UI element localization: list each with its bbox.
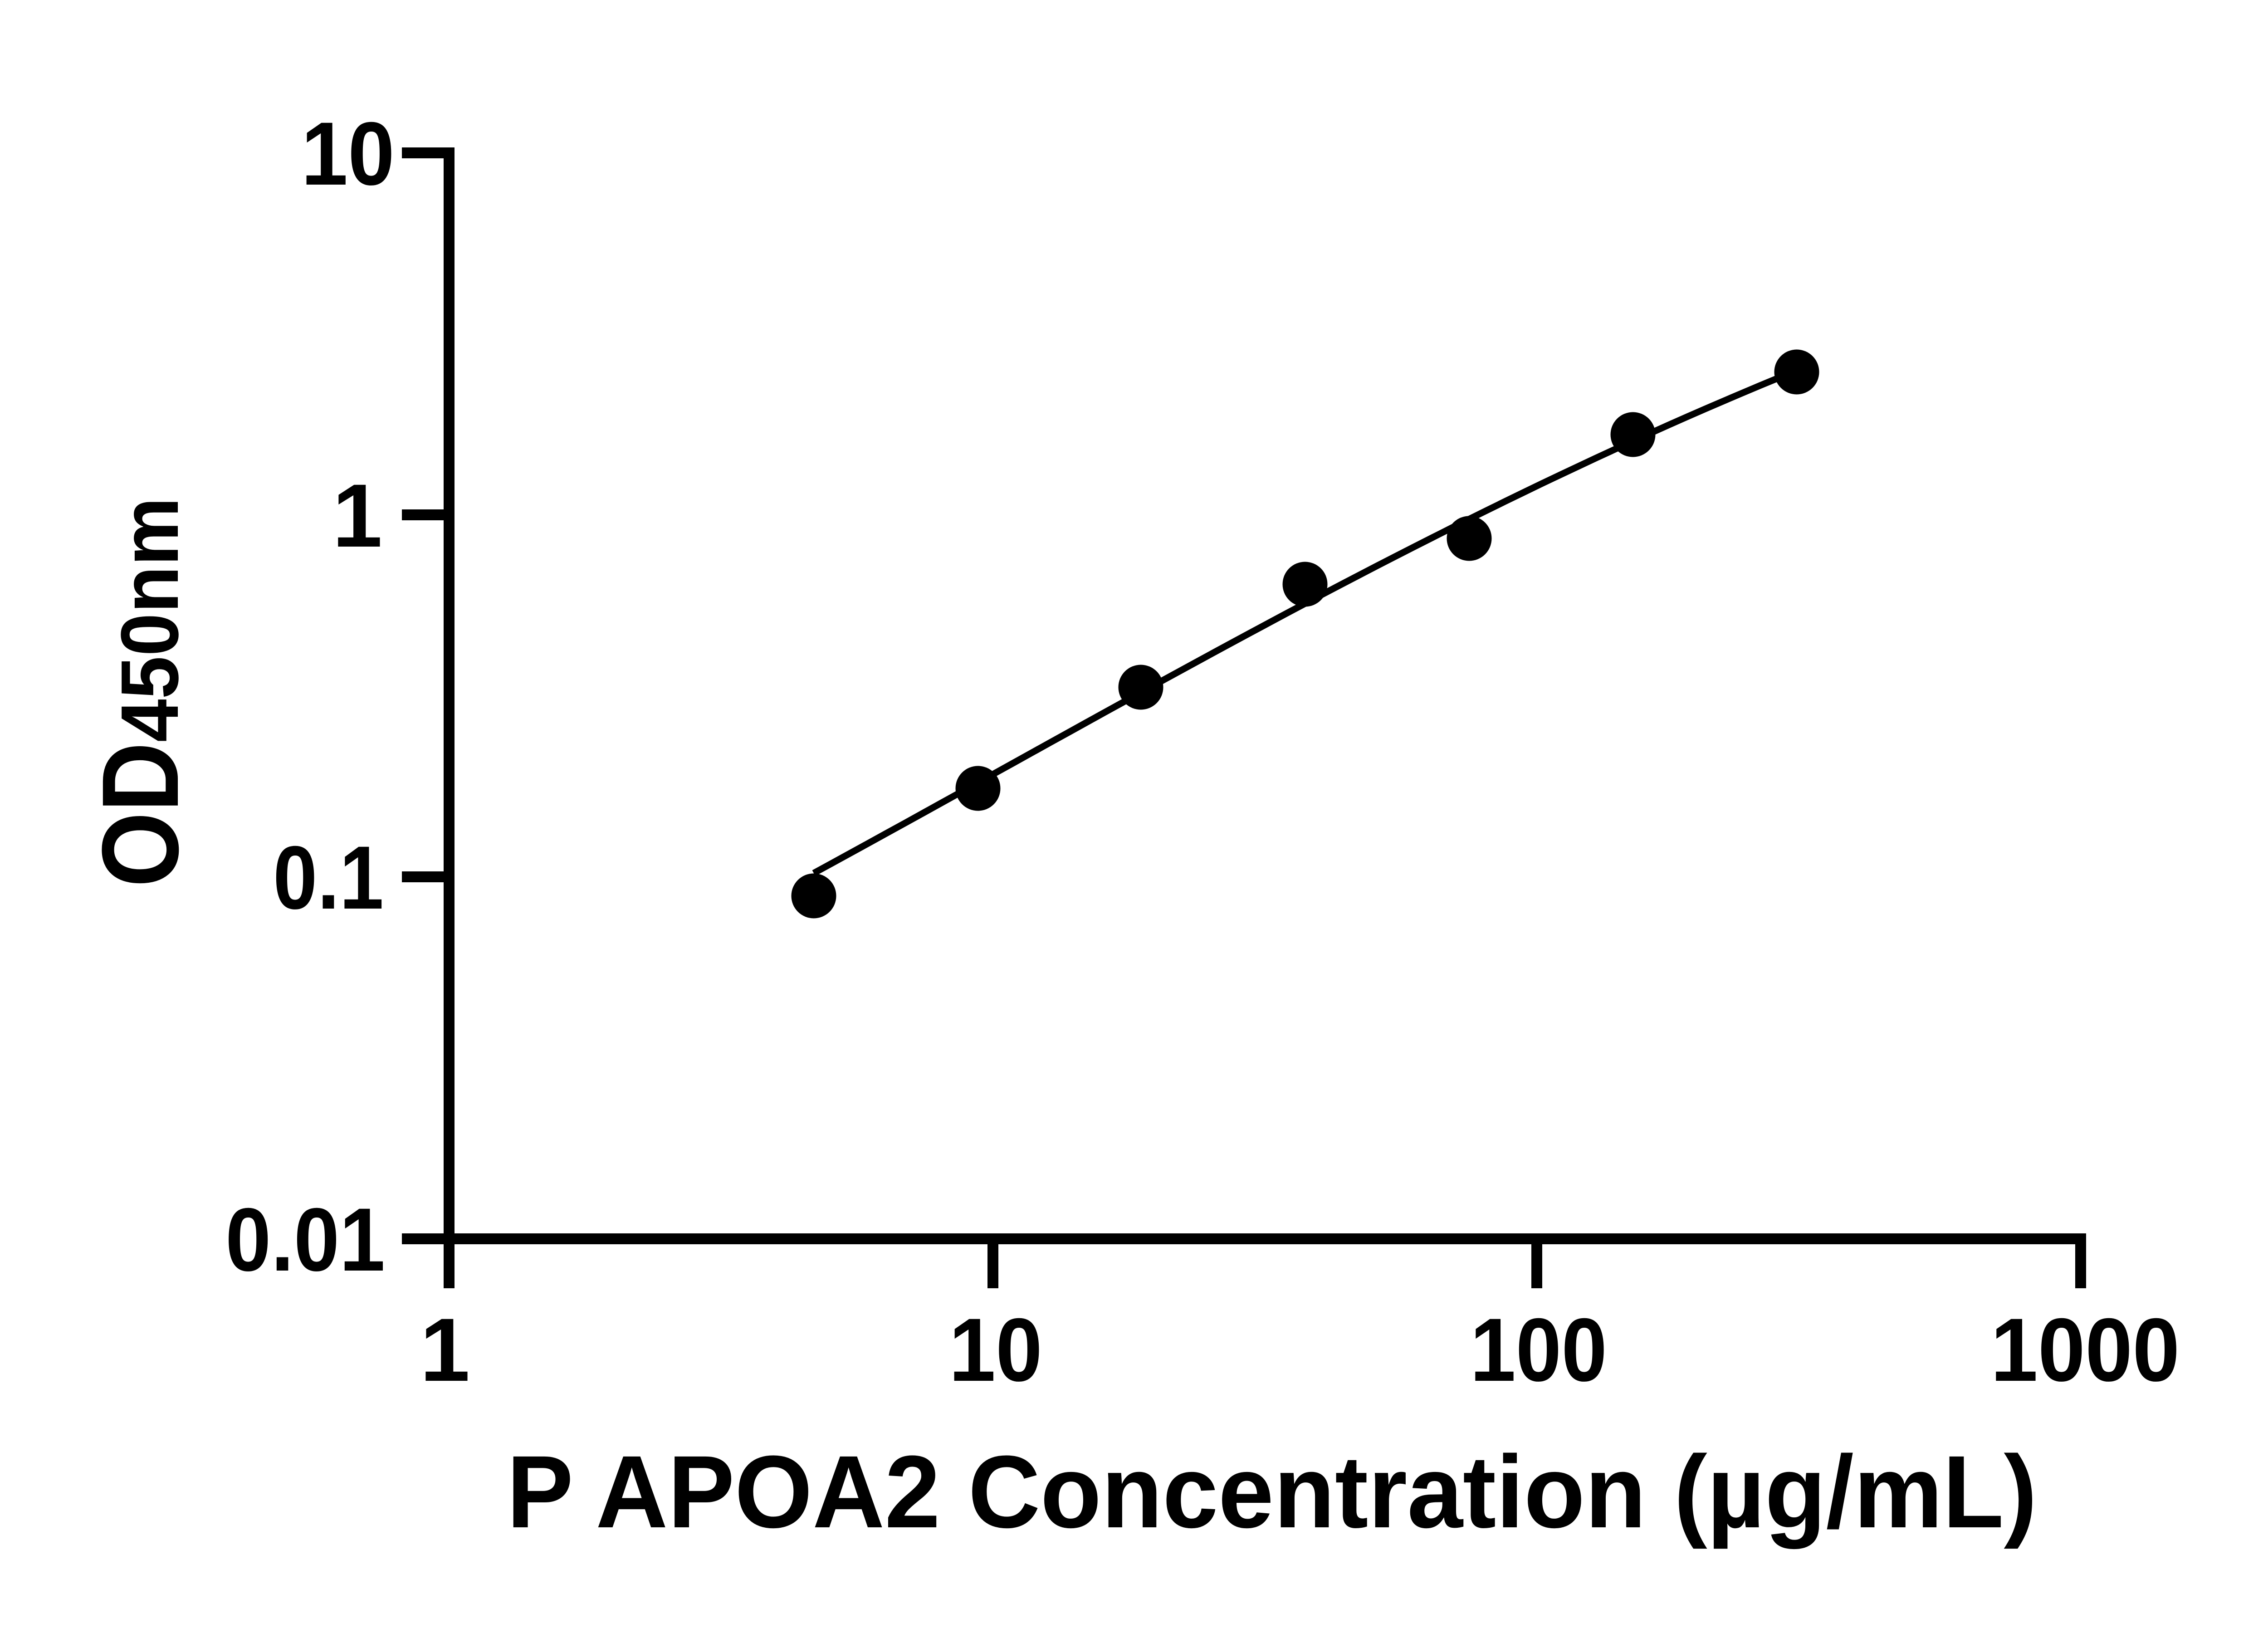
svg-text:0.01: 0.01 [225,1189,385,1290]
svg-text:10: 10 [949,1300,1042,1400]
svg-text:1: 1 [332,465,382,566]
svg-text:1: 1 [420,1300,470,1400]
svg-text:1000: 1000 [1991,1300,2180,1400]
svg-text:P APOA2 Concentration (µg/mL): P APOA2 Concentration (µg/mL) [507,1435,2037,1550]
svg-text:100: 100 [1470,1300,1607,1400]
svg-text:450nm: 450nm [104,497,196,742]
svg-text:10: 10 [301,103,395,204]
svg-text:0.1: 0.1 [273,827,384,928]
svg-text:OD: OD [79,742,201,887]
